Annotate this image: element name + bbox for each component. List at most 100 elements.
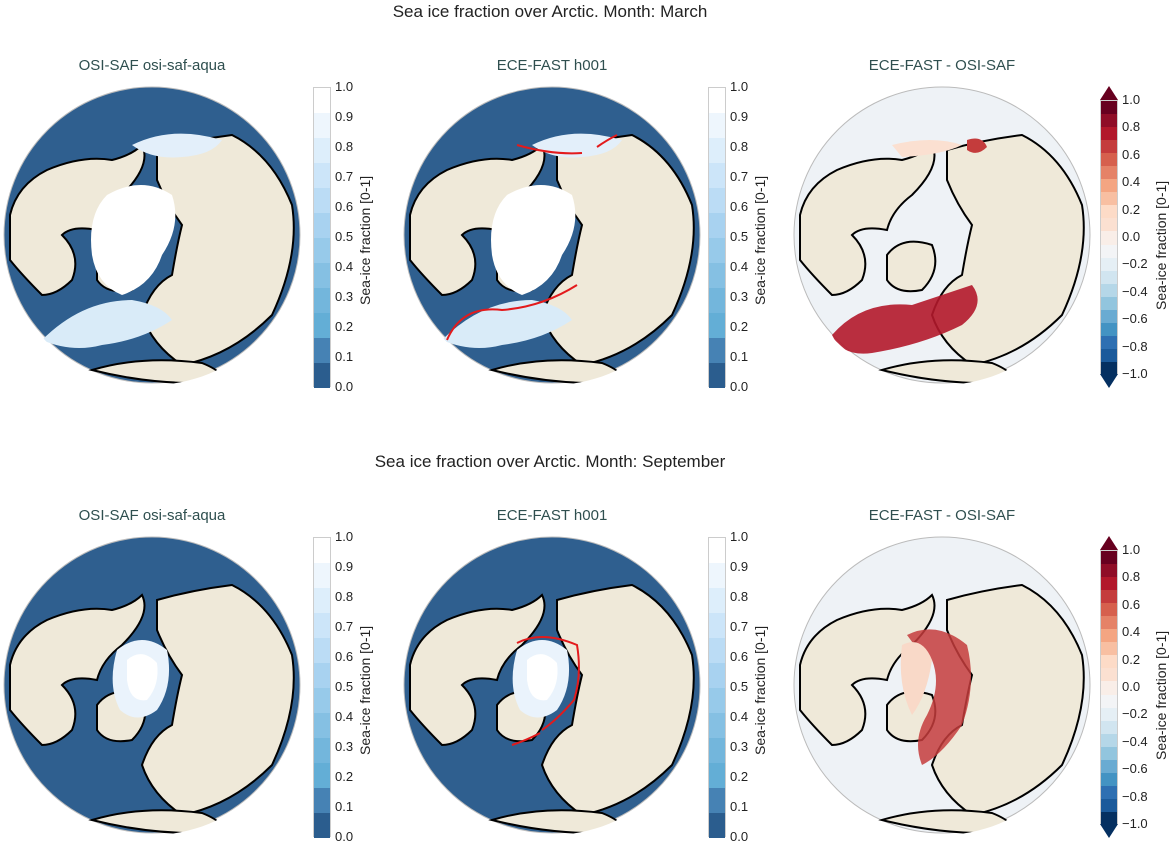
colorbar-tick-label: 0.2 bbox=[335, 319, 354, 334]
colorbar-segment bbox=[314, 338, 330, 363]
colorbar-tick-label: 0.7 bbox=[730, 169, 749, 184]
colorbar-segment bbox=[1101, 655, 1117, 669]
colorbar-segment bbox=[314, 588, 330, 613]
colorbar-tick-label: 1.0 bbox=[335, 79, 354, 94]
polar-map bbox=[2, 535, 302, 835]
colorbar-extend-min bbox=[1100, 824, 1118, 838]
colorbar-segment bbox=[1101, 127, 1117, 141]
colorbar-segment bbox=[1101, 153, 1117, 167]
colorbar-tick-label: 1.0 bbox=[1122, 92, 1141, 107]
colorbar-tick-label: 1.0 bbox=[335, 529, 354, 544]
colorbar-tick-label: 0.7 bbox=[335, 619, 354, 634]
colorbar-segment bbox=[709, 788, 725, 813]
colorbar-tick-label: 0.8 bbox=[1122, 119, 1141, 135]
colorbar-tick-label: 0.2 bbox=[335, 769, 354, 784]
colorbar-segment bbox=[1101, 101, 1117, 115]
colorbar-segment bbox=[709, 238, 725, 263]
colorbar-segment bbox=[1101, 179, 1117, 193]
colorbar-segment bbox=[1101, 551, 1117, 565]
colorbar-segment bbox=[709, 313, 725, 338]
colorbar-segment bbox=[1101, 590, 1117, 604]
figure-row-title: Sea ice fraction over Arctic. Month: Mar… bbox=[392, 2, 708, 21]
colorbar-label: Sea-ice fraction [0-1] bbox=[1153, 630, 1169, 760]
colorbar-segment bbox=[1101, 205, 1117, 219]
colorbar-segment bbox=[709, 188, 725, 213]
colorbar-segment bbox=[314, 88, 330, 113]
colorbar-tick-label: 0.0 bbox=[730, 379, 749, 394]
colorbar-tick-label: 0.4 bbox=[335, 709, 354, 724]
colorbar-segment bbox=[314, 563, 330, 588]
colorbar-tick-label: 0.9 bbox=[730, 559, 749, 574]
colorbar-segment bbox=[314, 263, 330, 288]
colorbar-segment bbox=[709, 138, 725, 163]
colorbar-segment bbox=[1101, 603, 1117, 617]
colorbar-segment bbox=[1101, 668, 1117, 682]
colorbar-tick-label: −1.0 bbox=[1122, 816, 1148, 831]
colorbar-tick-label: 0.3 bbox=[335, 739, 354, 754]
colorbar-tick-label: 0.5 bbox=[335, 679, 354, 694]
colorbar-tick-label: 0.3 bbox=[335, 289, 354, 304]
colorbar-tick-label: 0.8 bbox=[335, 589, 354, 604]
colorbar-tick-label: −0.8 bbox=[1122, 338, 1148, 354]
colorbar-tick-label: 0.2 bbox=[1122, 651, 1141, 667]
colorbar-segment bbox=[1101, 733, 1117, 747]
colorbar-segment bbox=[1101, 335, 1117, 349]
colorbar-segment bbox=[1101, 720, 1117, 734]
colorbar-segment bbox=[1101, 577, 1117, 591]
colorbar-tick-label: 0.8 bbox=[730, 139, 749, 154]
colorbar-tick-label: −0.8 bbox=[1122, 788, 1148, 804]
colorbar-tick-label: 0.1 bbox=[730, 349, 749, 364]
colorbar-segment bbox=[314, 788, 330, 813]
colorbar-segment bbox=[314, 538, 330, 563]
colorbar-tick-label: −0.6 bbox=[1122, 311, 1148, 327]
colorbar-segment bbox=[314, 688, 330, 713]
colorbar-segment bbox=[1101, 192, 1117, 206]
colorbar-tick-label: 0.7 bbox=[730, 619, 749, 634]
colorbar-segment bbox=[1101, 218, 1117, 232]
colorbar-tick-label: 0.8 bbox=[730, 589, 749, 604]
colorbar-segment bbox=[1101, 759, 1117, 773]
polar-map bbox=[2, 85, 302, 385]
colorbar-segment bbox=[709, 363, 725, 388]
colorbar-segment bbox=[1101, 309, 1117, 323]
figure-row-title: Sea ice fraction over Arctic. Month: Sep… bbox=[374, 452, 726, 471]
colorbar bbox=[313, 87, 331, 388]
colorbar-tick-label: 0.2 bbox=[730, 769, 749, 784]
colorbar-tick-label: 0.6 bbox=[730, 649, 749, 664]
colorbar-tick-label: 0.4 bbox=[730, 709, 749, 724]
panel-title: ECE-FAST - OSI-SAF bbox=[868, 57, 1016, 74]
colorbar-tick-label: −0.2 bbox=[1122, 256, 1148, 272]
colorbar-segment bbox=[1101, 707, 1117, 721]
colorbar-segment bbox=[314, 288, 330, 313]
colorbar-segment bbox=[1101, 231, 1117, 245]
colorbar-tick-label: 0.2 bbox=[730, 319, 749, 334]
colorbar-segment bbox=[1101, 681, 1117, 695]
colorbar-tick-label: 0.4 bbox=[1122, 174, 1141, 190]
colorbar-tick-label: 0.5 bbox=[730, 229, 749, 244]
colorbar-segment bbox=[314, 813, 330, 838]
colorbar-segment bbox=[709, 713, 725, 738]
colorbar-segment bbox=[709, 538, 725, 563]
colorbar-tick-label: 0.0 bbox=[1122, 679, 1141, 694]
colorbar-extend-max bbox=[1100, 86, 1118, 100]
colorbar-tick-label: −1.0 bbox=[1122, 366, 1148, 381]
colorbar-tick-label: 0.2 bbox=[1122, 201, 1141, 217]
colorbar-segment bbox=[709, 588, 725, 613]
colorbar-segment bbox=[709, 663, 725, 688]
colorbar-segment bbox=[1101, 257, 1117, 271]
colorbar-segment bbox=[1101, 746, 1117, 760]
colorbar-segment bbox=[709, 813, 725, 838]
colorbar-segment bbox=[1101, 270, 1117, 284]
colorbar-tick-label: −0.4 bbox=[1122, 283, 1148, 299]
colorbar-segment bbox=[1101, 348, 1117, 362]
colorbar bbox=[708, 537, 726, 838]
colorbar-segment bbox=[314, 188, 330, 213]
colorbar-segment bbox=[314, 738, 330, 763]
colorbar-segment bbox=[1101, 322, 1117, 336]
colorbar-label: Sea-ice fraction [0-1] bbox=[357, 175, 373, 305]
panel-title: OSI-SAF osi-saf-aqua bbox=[78, 57, 226, 74]
colorbar-tick-label: 0.8 bbox=[335, 139, 354, 154]
colorbar-segment bbox=[1101, 244, 1117, 258]
colorbar-segment bbox=[1101, 785, 1117, 799]
colorbar-segment bbox=[709, 88, 725, 113]
